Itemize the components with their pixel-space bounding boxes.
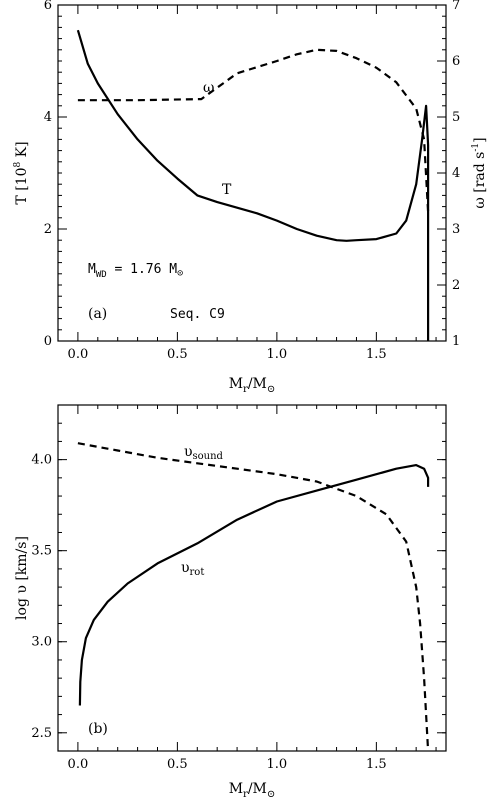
x-tick-label: 0.5 xyxy=(167,347,188,362)
mass-value: = 1.76 M xyxy=(107,262,178,277)
v-sound-symbol: υ xyxy=(184,444,193,460)
y-right-tick-label: 1 xyxy=(452,334,460,349)
y-tick-label: 3.5 xyxy=(31,544,52,559)
v-rot-sub: rot xyxy=(190,567,205,578)
seq-label: Seq. C9 xyxy=(170,307,225,322)
panel-a-ylabel-right: ω [rad s-1] xyxy=(471,137,488,208)
panel-b: 0.0 0.5 1.0 1.5 2.5 3.0 3.5 4.0 log υ [km/s] Mr… xyxy=(14,404,447,800)
y-tick-label: 4 xyxy=(44,110,52,125)
v-sound-label: υsound xyxy=(184,444,224,462)
panel-b-label: (b) xyxy=(88,721,108,737)
x-tick-label: 0.0 xyxy=(68,757,89,772)
panel-a-series xyxy=(76,29,430,341)
series-line-a-1 xyxy=(77,48,430,213)
x-tick-label: 1.5 xyxy=(366,347,387,362)
panel-b-ylabel: log υ [km/s] xyxy=(14,536,30,620)
y-right-tick-label: 6 xyxy=(452,54,460,69)
mass-annotation: MWD = 1.76 M⊙ xyxy=(88,262,183,280)
panel-a-label: (a) xyxy=(88,306,107,322)
x-tick-label: 0.5 xyxy=(167,757,188,772)
series-line-a-0 xyxy=(76,29,430,341)
x-tick-label: 1.0 xyxy=(267,347,288,362)
panel-a-frame xyxy=(57,4,447,342)
v-sound-sub: sound xyxy=(193,451,224,462)
mass-sun: ⊙ xyxy=(177,268,183,279)
y-tick-label: 2.5 xyxy=(31,726,52,741)
x-tick-label: 1.5 xyxy=(366,757,387,772)
y-tick-label: 2 xyxy=(44,222,52,237)
panel-a-xlabel: Mr/M⊙ xyxy=(229,376,276,395)
panel-b-xlabel: Mr/M⊙ xyxy=(229,781,276,800)
series-line-b-1 xyxy=(78,464,430,706)
mass-sub: WD xyxy=(96,270,107,280)
y-tick-label: 0 xyxy=(44,334,52,349)
v-rot-label: υrot xyxy=(181,560,204,578)
t-label: T xyxy=(222,182,232,198)
panel-a-ylabel: T [108 K] xyxy=(13,141,30,204)
y-right-tick-label: 5 xyxy=(452,110,460,125)
series-line-b-0 xyxy=(77,442,430,752)
v-rot-symbol: υ xyxy=(181,560,190,576)
y-right-tick-label: 3 xyxy=(452,222,460,237)
panel-a: 0.0 0.5 1.0 1.5 0 2 4 6 1 2 3 4 5 6 7 T [108 K] ω [rad… xyxy=(13,0,488,395)
y-right-tick-label: 4 xyxy=(452,166,460,181)
y-right-tick-label: 7 xyxy=(452,0,460,13)
mass-label: M xyxy=(88,262,96,277)
y-right-tick-label: 2 xyxy=(452,278,460,293)
y-tick-label: 6 xyxy=(44,0,52,13)
y-tick-label: 4.0 xyxy=(31,453,52,468)
x-tick-label: 1.0 xyxy=(267,757,288,772)
panel-b-frame xyxy=(57,404,447,752)
panel-a-ticks: 0.0 0.5 1.0 1.5 0 2 4 6 1 2 3 4 5 6 7 xyxy=(44,0,461,362)
panel-b-series xyxy=(77,442,430,752)
x-tick-label: 0.0 xyxy=(68,347,89,362)
panel-b-ticks: 0.0 0.5 1.0 1.5 2.5 3.0 3.5 4.0 xyxy=(31,404,446,772)
y-tick-label: 3.0 xyxy=(31,635,52,650)
omega-label: ω xyxy=(203,80,214,96)
